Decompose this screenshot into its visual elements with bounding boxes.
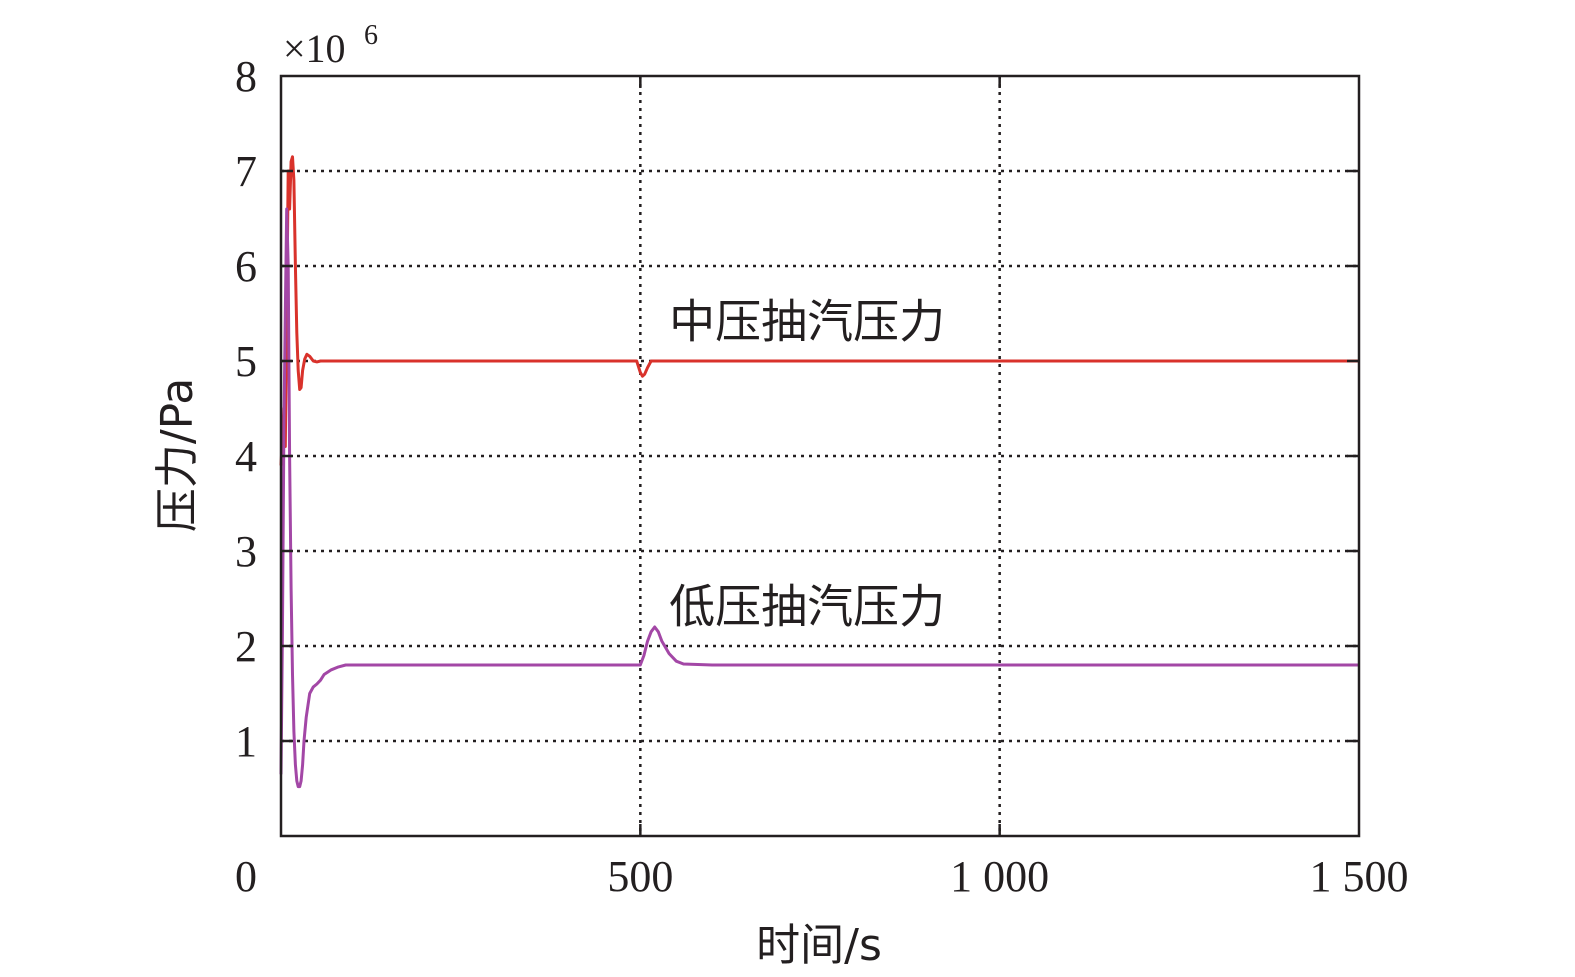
- x-tick-label: 1 000: [950, 852, 1049, 901]
- y-tick-label: 2: [235, 622, 257, 671]
- y-tick-label: 7: [235, 147, 257, 196]
- y-tick-label: 3: [235, 527, 257, 576]
- series-line: [279, 155, 1359, 466]
- axis-ticks: [281, 76, 1359, 836]
- y-multiplier-exponent: 6: [364, 20, 378, 51]
- x-tick-label: 0: [235, 852, 257, 901]
- y-tick-label: 1: [235, 717, 257, 766]
- x-tick-label: 500: [607, 852, 673, 901]
- y-multiplier: ×10: [283, 26, 346, 71]
- grid-lines: [281, 76, 1359, 836]
- y-tick-label: 4: [235, 432, 257, 481]
- y-axis-title: 压力/Pa: [152, 378, 203, 532]
- series-lines: [279, 155, 1359, 789]
- series-line: [279, 207, 1359, 789]
- series-annotation: 低压抽汽压力: [669, 579, 945, 633]
- series-annotation: 中压抽汽压力: [669, 294, 945, 348]
- y-tick-label: 5: [235, 337, 257, 386]
- x-tick-label: 1 500: [1310, 852, 1409, 901]
- x-axis-title: 时间/s: [756, 920, 882, 971]
- tick-labels: 0 500 1 000 1 500 1 2 3 4 5 6 7 8: [235, 52, 1409, 901]
- y-tick-label: 8: [235, 52, 257, 101]
- y-tick-label: 6: [235, 242, 257, 291]
